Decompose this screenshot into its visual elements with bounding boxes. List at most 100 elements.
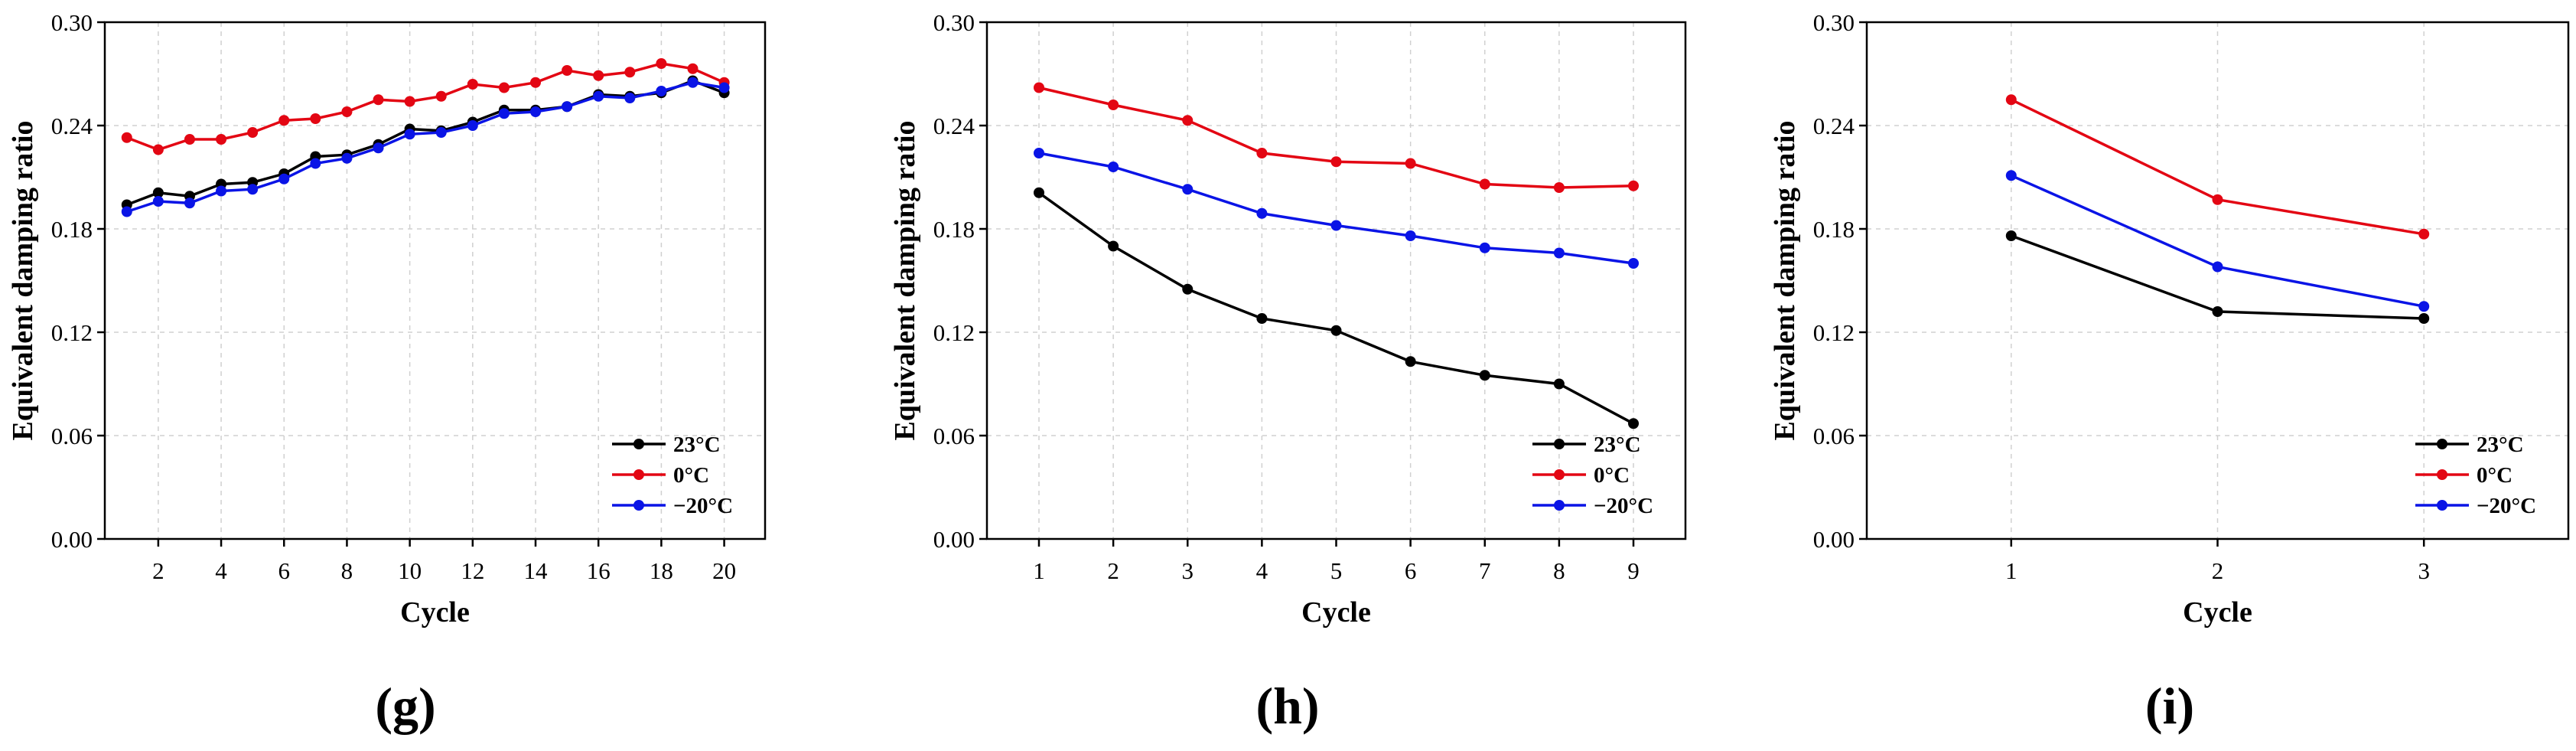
data-point: [1628, 418, 1640, 429]
data-point: [1479, 370, 1490, 381]
data-point: [121, 206, 132, 217]
data-point: [152, 187, 164, 198]
data-point: [562, 101, 573, 113]
legend-label: −20°C: [1594, 494, 1653, 518]
y-tick-label: 0.18: [933, 216, 975, 243]
y-tick-label: 0.00: [933, 526, 975, 553]
data-point: [467, 120, 478, 131]
legend-swatch-marker: [2437, 500, 2447, 511]
legend-swatch-marker: [1554, 439, 1565, 449]
chart-panel-3: 0.00 0.06 0.12 0.18 0.24 0.30 1 2 3 Cycle Equivale…: [1769, 9, 2570, 735]
data-point: [2418, 313, 2430, 324]
data-point: [1256, 313, 1268, 324]
y-axis-title: Equivalent damping ratio: [7, 120, 39, 440]
data-point: [121, 132, 132, 143]
data-point: [562, 65, 573, 76]
y-tick-label: 0.18: [51, 216, 93, 243]
x-tick-label: 8: [341, 557, 353, 584]
data-point: [247, 127, 259, 138]
data-point: [310, 158, 321, 169]
data-point: [656, 86, 667, 96]
y-tick-label: 0.18: [1813, 216, 1855, 243]
x-tick-label: 3: [2418, 557, 2430, 584]
x-tick-label: 2: [2212, 557, 2224, 584]
x-tick-label: 14: [524, 557, 549, 584]
y-tick-label: 0.06: [51, 423, 93, 449]
data-point: [247, 184, 259, 195]
data-point: [1108, 162, 1119, 172]
x-tick-label: 8: [1553, 557, 1565, 584]
data-point: [2005, 94, 2017, 106]
data-point: [718, 82, 730, 93]
y-tick-label: 0.24: [51, 113, 93, 139]
y-tick-label: 0.30: [933, 9, 975, 36]
data-point: [373, 94, 384, 106]
y-tick-label: 0.06: [933, 423, 975, 449]
data-point: [2418, 301, 2430, 312]
data-point: [624, 67, 636, 78]
data-point: [1108, 100, 1119, 110]
data-point: [1256, 207, 1268, 219]
x-tick-label: 4: [1256, 557, 1268, 584]
x-tick-label: 6: [278, 557, 290, 584]
x-axis-title: Cycle: [400, 596, 470, 629]
data-point: [1479, 242, 1490, 253]
data-point: [593, 90, 604, 102]
data-point: [1479, 178, 1490, 190]
legend-label: 0°C: [1594, 463, 1630, 488]
x-tick-label: 20: [712, 557, 736, 584]
y-tick-label: 0.30: [51, 9, 93, 36]
data-point: [152, 196, 164, 207]
legend-label: 0°C: [673, 463, 709, 488]
data-point: [278, 173, 290, 184]
data-point: [1182, 283, 1194, 295]
data-point: [1405, 230, 1416, 241]
data-point: [1182, 184, 1194, 195]
legend-swatch-marker: [1554, 469, 1565, 480]
chart-panel-2: 0.00 0.06 0.12 0.18 0.24 0.30 1 2 3 4 5 6 7 8 9 Cycle Eq…: [889, 9, 1687, 735]
data-point: [404, 129, 415, 140]
y-tick-label: 0.12: [1813, 319, 1855, 346]
x-tick-label: 3: [1181, 557, 1194, 584]
data-point: [1628, 258, 1640, 269]
data-point: [435, 90, 447, 102]
y-axis-title: Equivalent damping ratio: [1769, 120, 1801, 440]
data-point: [2418, 228, 2430, 240]
data-point: [2005, 230, 2017, 241]
x-tick-label: 7: [1479, 557, 1491, 584]
data-point: [1628, 180, 1640, 191]
data-point: [435, 127, 447, 138]
series-line-2: [2011, 98, 2425, 236]
data-point: [656, 58, 667, 69]
data-point: [593, 70, 604, 81]
data-point: [341, 152, 353, 164]
data-point: [498, 82, 510, 93]
chart-panel-1: 0.00 0.06 0.12 0.18 0.24 0.30 2 4 6 8 10 12 14 16 18 20…: [7, 9, 767, 735]
legend-label: 23°C: [1594, 433, 1641, 457]
x-tick-label: 12: [461, 557, 484, 584]
x-tick-label: 1: [2005, 557, 2017, 584]
data-point: [1033, 82, 1044, 93]
data-point: [498, 108, 510, 119]
series-line-1: [2011, 234, 2425, 320]
data-point: [278, 115, 290, 126]
data-point: [1405, 356, 1416, 367]
data-point: [1330, 156, 1342, 168]
data-point: [687, 77, 699, 88]
data-point: [1330, 325, 1342, 336]
legend-label: 0°C: [2477, 463, 2512, 488]
legend-swatch-marker: [2437, 439, 2447, 449]
data-point: [216, 134, 227, 145]
legend-swatch-marker: [633, 439, 644, 449]
data-point: [2212, 194, 2223, 205]
data-point: [2212, 306, 2223, 317]
x-tick-label: 2: [1107, 557, 1119, 584]
y-tick-label: 0.00: [1813, 526, 1855, 553]
legend-swatch-marker: [633, 500, 644, 511]
panel-label: (g): [375, 677, 435, 735]
data-point: [341, 106, 353, 117]
data-point: [467, 79, 478, 90]
y-tick-label: 0.00: [51, 526, 93, 553]
y-tick-label: 0.24: [933, 113, 975, 139]
